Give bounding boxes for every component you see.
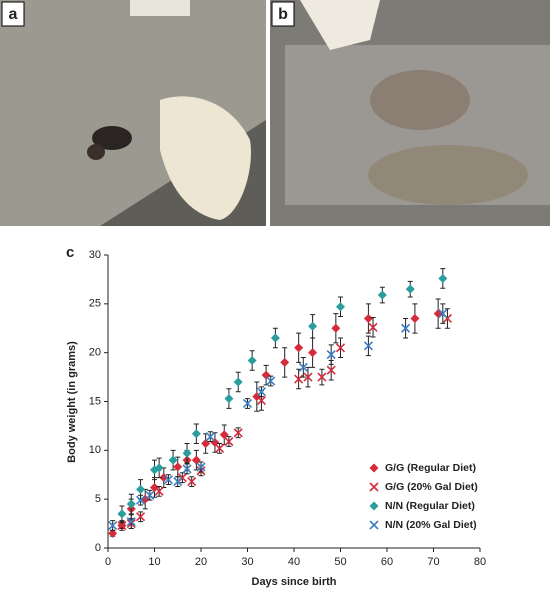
data-point: [401, 323, 411, 333]
data-point: [377, 290, 387, 300]
data-point: [108, 528, 118, 538]
x-tick-label: 30: [241, 556, 253, 568]
x-tick-label: 60: [381, 556, 393, 568]
data-point: [308, 348, 318, 358]
data-point: [201, 438, 211, 448]
data-point: [438, 309, 448, 319]
data-point: [191, 429, 201, 439]
data-point: [317, 372, 327, 382]
panel-label-box: [271, 1, 295, 27]
data-point: [363, 341, 373, 351]
data-point: [145, 490, 155, 500]
data-point: [410, 313, 420, 323]
data-point: [136, 484, 146, 494]
legend-label: N/N (20% Gal Diet): [385, 519, 477, 531]
data-point: [219, 430, 229, 440]
data-point: [182, 448, 192, 458]
data-point: [256, 395, 267, 406]
data-point: [242, 398, 253, 409]
panel-label: a: [9, 6, 18, 23]
legend-marker: [369, 520, 379, 530]
data-point: [187, 477, 197, 487]
data-point: [331, 323, 341, 333]
data-point: [154, 463, 164, 473]
legend-marker: [369, 501, 379, 511]
y-tick-label: 0: [95, 542, 101, 554]
x-tick-label: 10: [148, 556, 160, 568]
y-tick-label: 25: [89, 298, 101, 310]
legend-marker: [369, 482, 379, 492]
y-tick-label: 10: [89, 444, 101, 456]
x-tick-label: 50: [334, 556, 346, 568]
legend-label: G/G (20% Gal Diet): [385, 481, 478, 493]
data-point: [368, 322, 378, 332]
data-point: [182, 464, 192, 474]
data-point: [117, 520, 127, 531]
y-tick-label: 15: [89, 395, 101, 407]
data-point: [270, 333, 280, 343]
data-point: [363, 313, 373, 323]
data-point: [196, 462, 206, 472]
data-point: [154, 486, 164, 496]
y-tick-label: 20: [89, 347, 101, 359]
x-tick-label: 40: [288, 556, 300, 568]
data-point: [233, 428, 243, 438]
data-point: [308, 321, 318, 331]
data-point: [294, 343, 304, 353]
x-tick-label: 70: [427, 556, 439, 568]
data-point: [205, 432, 215, 442]
data-point: [163, 475, 174, 485]
data-point: [173, 462, 183, 472]
data-point: [173, 477, 183, 487]
data-point: [126, 499, 136, 509]
data-point: [405, 284, 415, 294]
photo-a: [0, 0, 266, 226]
data-point: [126, 517, 136, 527]
x-tick-label: 80: [474, 556, 486, 568]
y-axis-label: Body weight (in grams): [66, 341, 78, 463]
panel-label: c: [66, 244, 74, 261]
legend-marker: [369, 463, 379, 473]
data-point: [108, 520, 118, 531]
x-tick-label: 0: [105, 556, 111, 568]
x-tick-label: 20: [195, 556, 207, 568]
data-point: [280, 357, 290, 367]
data-point: [215, 443, 225, 453]
y-tick-label: 5: [95, 493, 101, 505]
data-point: [159, 473, 169, 483]
data-point: [298, 362, 308, 372]
data-point: [224, 436, 234, 447]
y-tick-label: 30: [89, 249, 101, 261]
data-point: [303, 372, 313, 382]
panel-label: b: [278, 6, 288, 23]
data-point: [336, 302, 345, 312]
data-point: [224, 394, 234, 404]
panel-label-box: [1, 1, 25, 27]
data-point: [191, 455, 201, 465]
legend-label: G/G (Regular Diet): [385, 462, 476, 474]
data-point: [247, 355, 257, 365]
data-point: [335, 343, 346, 353]
x-axis-label: Days since birth: [252, 576, 337, 588]
data-point: [266, 376, 276, 386]
data-point: [135, 512, 146, 522]
data-point: [210, 438, 220, 448]
data-point: [135, 495, 146, 505]
legend-label: N/N (Regular Diet): [385, 500, 475, 512]
data-point: [117, 509, 127, 519]
data-point: [326, 365, 336, 375]
data-point: [294, 374, 304, 384]
data-point: [233, 377, 243, 387]
data-point: [433, 309, 443, 319]
photo-b: [270, 0, 550, 226]
data-point: [256, 387, 267, 397]
data-point: [168, 455, 178, 465]
data-point: [326, 350, 336, 360]
data-point: [261, 370, 271, 380]
data-point: [438, 273, 448, 283]
